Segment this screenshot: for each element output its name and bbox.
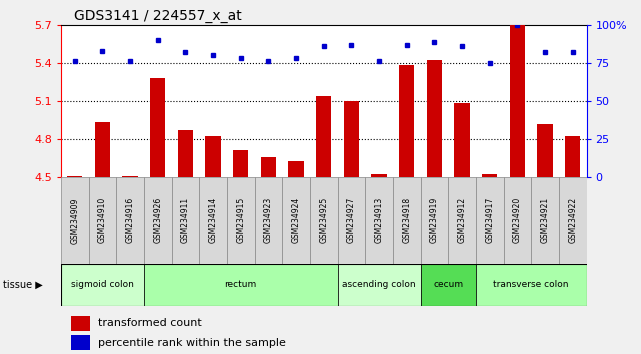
Text: GSM234922: GSM234922 [568, 197, 577, 244]
Text: sigmoid colon: sigmoid colon [71, 280, 134, 290]
Bar [178, 130, 193, 177]
Bar [254, 177, 282, 264]
Text: percentile rank within the sample: percentile rank within the sample [98, 337, 286, 348]
Bar [454, 103, 470, 177]
Bar [233, 150, 248, 177]
Bar [420, 264, 476, 306]
Text: GSM234926: GSM234926 [153, 197, 162, 244]
Bar [199, 177, 227, 264]
Text: tissue ▶: tissue ▶ [3, 280, 43, 290]
Bar [227, 177, 254, 264]
Bar [338, 264, 420, 306]
Text: GSM234917: GSM234917 [485, 197, 494, 244]
Bar [559, 177, 587, 264]
Text: GSM234919: GSM234919 [430, 197, 439, 244]
Bar [476, 177, 504, 264]
Bar [427, 60, 442, 177]
Bar [316, 96, 331, 177]
Bar [71, 335, 90, 350]
Bar [172, 177, 199, 264]
Bar [95, 122, 110, 177]
Bar [537, 124, 553, 177]
Bar [288, 160, 304, 177]
Bar [482, 175, 497, 177]
Bar [393, 177, 420, 264]
Bar [71, 316, 90, 331]
Bar [420, 177, 448, 264]
Text: GSM234923: GSM234923 [264, 197, 273, 244]
Text: GSM234921: GSM234921 [540, 197, 549, 244]
Bar [371, 175, 387, 177]
Text: GSM234916: GSM234916 [126, 197, 135, 244]
Bar [282, 177, 310, 264]
Text: GSM234924: GSM234924 [292, 197, 301, 244]
Bar [261, 157, 276, 177]
Text: GSM234911: GSM234911 [181, 197, 190, 244]
Bar [61, 177, 88, 264]
Text: GSM234918: GSM234918 [402, 197, 411, 244]
Text: GSM234909: GSM234909 [71, 197, 79, 244]
Bar [144, 264, 338, 306]
Text: GDS3141 / 224557_x_at: GDS3141 / 224557_x_at [74, 9, 242, 23]
Bar [61, 264, 144, 306]
Text: transverse colon: transverse colon [494, 280, 569, 290]
Bar [310, 177, 338, 264]
Bar [365, 177, 393, 264]
Bar [205, 136, 221, 177]
Text: GSM234910: GSM234910 [98, 197, 107, 244]
Text: rectum: rectum [224, 280, 257, 290]
Text: GSM234927: GSM234927 [347, 197, 356, 244]
Bar [88, 177, 116, 264]
Text: transformed count: transformed count [98, 318, 202, 329]
Bar [144, 177, 172, 264]
Text: GSM234920: GSM234920 [513, 197, 522, 244]
Text: GSM234915: GSM234915 [237, 197, 246, 244]
Text: ascending colon: ascending colon [342, 280, 416, 290]
Bar [150, 78, 165, 177]
Bar [476, 264, 587, 306]
Bar [116, 177, 144, 264]
Text: GSM234913: GSM234913 [374, 197, 383, 244]
Bar [504, 177, 531, 264]
Text: GSM234914: GSM234914 [208, 197, 217, 244]
Text: cecum: cecum [433, 280, 463, 290]
Bar [399, 65, 414, 177]
Bar [344, 101, 359, 177]
Bar [338, 177, 365, 264]
Bar [67, 176, 82, 177]
Bar [448, 177, 476, 264]
Text: GSM234925: GSM234925 [319, 197, 328, 244]
Text: GSM234912: GSM234912 [458, 197, 467, 244]
Bar [565, 136, 580, 177]
Bar [122, 176, 138, 177]
Bar [510, 25, 525, 177]
Bar [531, 177, 559, 264]
